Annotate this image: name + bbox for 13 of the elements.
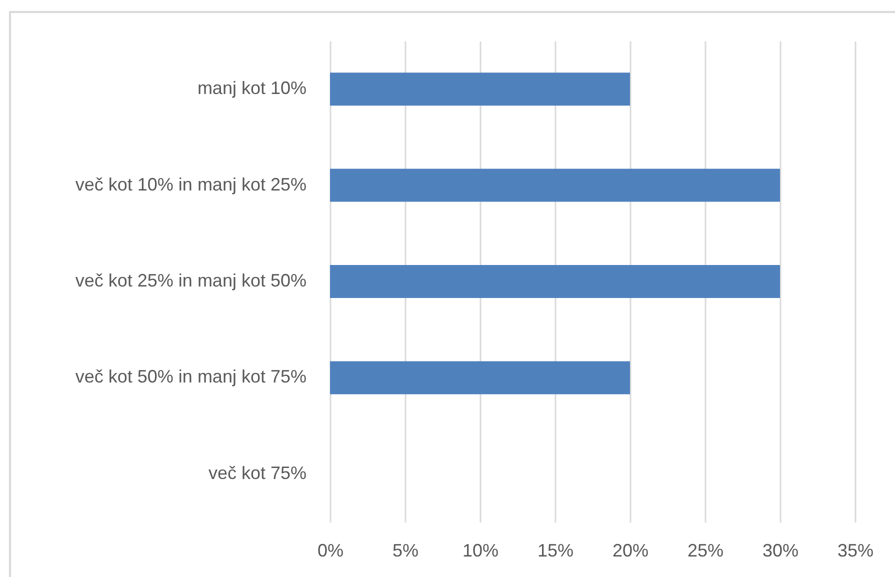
x-tick-label: 30% xyxy=(762,540,799,560)
x-tick-label: 25% xyxy=(687,540,724,560)
y-tick-label: več kot 25% in manj kot 50% xyxy=(75,270,306,290)
y-tick-label: več kot 10% in manj kot 25% xyxy=(75,174,306,194)
y-tick-label: več kot 50% in manj kot 75% xyxy=(75,366,306,387)
x-tick-label: 10% xyxy=(462,540,499,560)
x-tick-label: 35% xyxy=(837,540,874,560)
x-tick-label: 0% xyxy=(317,540,344,560)
x-tick-label: 15% xyxy=(537,540,574,560)
y-tick-label: manj kot 10% xyxy=(197,78,306,98)
y-tick-label: več kot 75% xyxy=(208,462,306,483)
x-tick-label: 5% xyxy=(392,540,419,560)
x-tick-label: 20% xyxy=(612,540,649,560)
